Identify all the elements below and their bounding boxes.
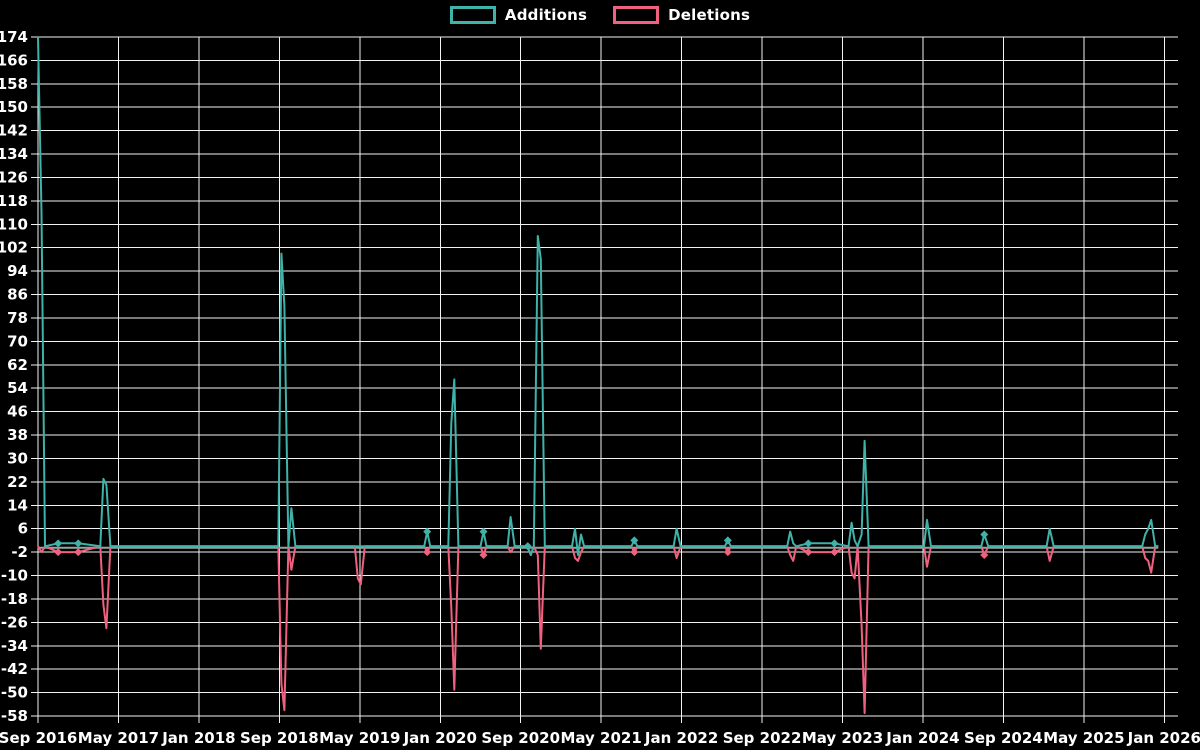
deletions-point-marker — [804, 548, 813, 557]
legend-label-additions: Additions — [504, 6, 588, 24]
x-axis-label: Jan 2018 — [161, 729, 235, 747]
y-axis-label: 126 — [0, 168, 28, 186]
x-axis-label: Jan 2026 — [1127, 729, 1200, 747]
y-axis-label: 102 — [0, 239, 28, 257]
deletions-swatch-icon — [613, 6, 660, 24]
x-axis-label: Sep 2024 — [964, 729, 1043, 747]
y-axis-label: 30 — [7, 449, 28, 467]
y-axis-label: 150 — [0, 98, 28, 116]
x-axis-label: Sep 2020 — [481, 729, 560, 747]
legend-label-deletions: Deletions — [668, 6, 751, 24]
y-axis-label: 14 — [7, 496, 28, 514]
y-axis-label: 118 — [0, 192, 28, 210]
y-axis-label: 78 — [7, 309, 28, 327]
x-axis-label: Sep 2016 — [0, 729, 77, 747]
additions-point-marker — [54, 539, 63, 548]
x-axis-label: May 2023 — [802, 729, 883, 747]
y-axis-label: 174 — [0, 28, 28, 46]
deletions-point-marker — [423, 548, 432, 557]
deletions-point-marker — [830, 548, 839, 557]
y-axis-label: 166 — [0, 51, 28, 69]
y-axis-label: 6 — [18, 520, 28, 538]
x-axis-label: Jan 2022 — [644, 729, 718, 747]
y-axis-label: 142 — [0, 122, 28, 140]
y-axis-label: 62 — [7, 356, 28, 374]
y-axis-label: 54 — [7, 379, 28, 397]
legend-item-deletions[interactable]: Deletions — [613, 6, 750, 24]
y-axis-label: 46 — [7, 403, 28, 421]
x-axis-label: May 2019 — [319, 729, 400, 747]
y-axis-label: 86 — [7, 286, 28, 304]
x-axis-label: May 2021 — [560, 729, 641, 747]
deletions-line — [37, 545, 1159, 715]
y-axis-label: 134 — [0, 145, 28, 163]
additions-point-marker — [630, 536, 639, 545]
y-axis-label: 94 — [7, 262, 28, 280]
y-axis-label: 22 — [7, 473, 28, 491]
y-axis-label: -42 — [1, 660, 28, 678]
additions-line — [37, 36, 1159, 556]
y-axis-label: 38 — [7, 426, 28, 444]
chart-legend: Additions Deletions — [0, 6, 1200, 24]
y-axis-label: -10 — [1, 567, 28, 585]
additions-point-marker — [523, 542, 532, 551]
y-axis-label: 158 — [0, 75, 28, 93]
x-axis-label: Sep 2022 — [723, 729, 802, 747]
y-axis-label: -26 — [1, 613, 28, 631]
y-axis-label: -2 — [11, 543, 28, 561]
deletions-point-marker — [54, 548, 63, 557]
y-axis-label: 110 — [0, 215, 28, 233]
x-axis-label: May 2025 — [1043, 729, 1124, 747]
additions-point-marker — [423, 527, 432, 536]
deletions-point-marker — [479, 551, 488, 560]
deletions-point-marker — [980, 551, 989, 560]
additions-point-marker — [723, 536, 732, 545]
y-axis-label: -18 — [1, 590, 28, 608]
additions-point-marker — [479, 527, 488, 536]
deletions-point-marker — [630, 548, 639, 557]
x-axis-label: Jan 2020 — [403, 729, 477, 747]
x-axis-label: Sep 2018 — [240, 729, 319, 747]
additions-swatch-icon — [449, 6, 496, 24]
additions-point-marker — [74, 539, 83, 548]
y-axis-label: 70 — [7, 332, 28, 350]
additions-point-marker — [804, 539, 813, 548]
x-axis-label: May 2017 — [78, 729, 159, 747]
additions-point-marker — [980, 530, 989, 539]
deletions-point-marker — [74, 548, 83, 557]
y-axis-label: -50 — [1, 684, 28, 702]
legend-item-additions[interactable]: Additions — [449, 6, 588, 24]
y-axis-label: -34 — [1, 637, 28, 655]
additions-point-marker — [830, 539, 839, 548]
deletions-point-marker — [723, 548, 732, 557]
x-axis-label: Jan 2024 — [885, 729, 959, 747]
y-axis-label: -58 — [1, 707, 28, 725]
